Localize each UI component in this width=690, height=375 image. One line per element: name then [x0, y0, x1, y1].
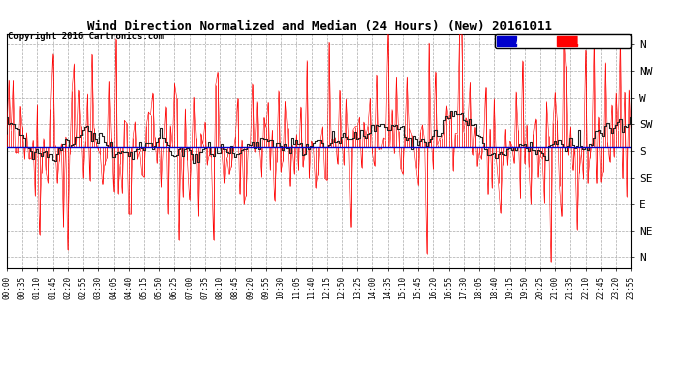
Legend: Average, Direction: Average, Direction: [495, 34, 631, 48]
Title: Wind Direction Normalized and Median (24 Hours) (New) 20161011: Wind Direction Normalized and Median (24…: [87, 20, 551, 33]
Text: Copyright 2016 Cartronics.com: Copyright 2016 Cartronics.com: [8, 32, 164, 41]
